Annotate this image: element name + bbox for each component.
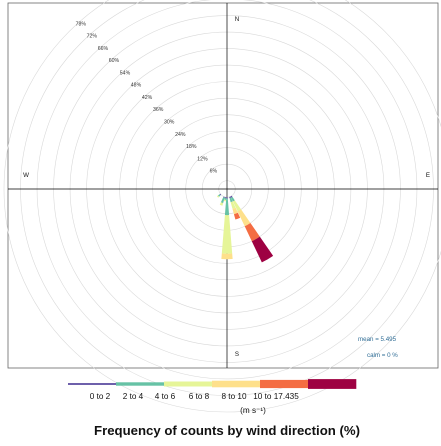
radial-tick-label: 30% <box>164 120 175 126</box>
radial-tick-label: 12% <box>197 156 208 162</box>
radial-tick-label: 42% <box>142 95 153 101</box>
radial-tick-label: 18% <box>186 144 197 150</box>
radial-tick-label: 60% <box>109 58 120 64</box>
radial-tick-label: 6% <box>210 169 218 175</box>
wedge-230-bin-0 <box>219 193 222 196</box>
legend-label-1: 2 to 4 <box>123 392 144 401</box>
wedge-200-bin-2 <box>219 202 224 206</box>
wedge-150-bin-5 <box>251 236 274 263</box>
radial-tick-label: 48% <box>131 83 142 89</box>
wedge-150-bin-4 <box>244 222 260 242</box>
wedge-190-bin-2 <box>223 199 226 202</box>
wedge-150-bin-0 <box>230 195 233 198</box>
grid-ring-12 <box>3 0 441 413</box>
wedge-180-bin-2 <box>221 215 233 254</box>
legend-label-0: 0 to 2 <box>90 392 111 401</box>
stat-mean: mean = 5.495 <box>358 336 397 343</box>
wedge-150-bin-3 <box>237 209 251 227</box>
legend-label-5: 10 to 17.435 <box>253 392 299 401</box>
legend-units: (m s⁻¹) <box>240 406 266 415</box>
wedge-180-bin-1 <box>224 198 230 216</box>
direction-west: W <box>23 172 29 179</box>
radial-tick-label: 24% <box>175 132 186 138</box>
stat-calm: calm = 0 % <box>367 352 398 359</box>
wedge-190-bin-0 <box>224 196 227 199</box>
legend-colorbar <box>68 379 357 389</box>
compass-axes <box>8 3 438 368</box>
legend-label-4: 8 to 10 <box>221 392 246 401</box>
wedge-230-bin-1 <box>218 194 221 197</box>
direction-north: N <box>235 16 239 23</box>
wedge-160-bin-0 <box>229 196 232 199</box>
radial-tick-label: 54% <box>120 70 131 76</box>
wedge-160-bin-3 <box>232 207 238 215</box>
wedge-160-bin-2 <box>230 201 236 209</box>
legend-swatch-4 <box>260 379 309 389</box>
wedge-200-bin-1 <box>220 197 225 204</box>
radial-tick-labels: 6% 12%18%24%30% 36%42%48% 54%60%66%72% 78% <box>76 21 218 174</box>
direction-south: S <box>235 351 239 358</box>
wedge-160-bin-1 <box>229 197 233 203</box>
radial-tick-label: 36% <box>153 107 164 113</box>
radial-tick-label: 66% <box>98 46 109 52</box>
wedge-180-bin-3 <box>221 253 233 260</box>
wedge-150-bin-2 <box>232 200 242 212</box>
wedge-190-bin-1 <box>224 197 227 200</box>
radial-tick-label: 72% <box>87 34 98 40</box>
wind-wedges <box>216 193 274 263</box>
legend-swatch-0 <box>68 383 117 385</box>
radial-tick-label: 78% <box>76 21 87 27</box>
wedge-160-bin-4 <box>233 212 241 220</box>
wedge-150-bin-1 <box>231 196 235 202</box>
legend-labels: 0 to 2 2 to 4 4 to 6 6 to 8 8 to 10 10 to 17.… <box>90 392 299 401</box>
plot-panel <box>7 2 439 369</box>
legend-label-2: 4 to 6 <box>155 392 176 401</box>
wedge-230-bin-2 <box>216 195 220 198</box>
legend-swatch-3 <box>212 380 261 388</box>
direction-east: E <box>426 172 430 179</box>
legend-swatch-1 <box>116 382 165 386</box>
legend-label-3: 6 to 8 <box>189 392 210 401</box>
wedge-180-bin-0 <box>226 197 228 199</box>
wedge-200-bin-0 <box>223 196 225 198</box>
legend-swatch-5 <box>308 379 357 389</box>
legend-swatch-2 <box>164 381 213 387</box>
chart-title: Frequency of counts by wind direction (%… <box>94 423 360 438</box>
